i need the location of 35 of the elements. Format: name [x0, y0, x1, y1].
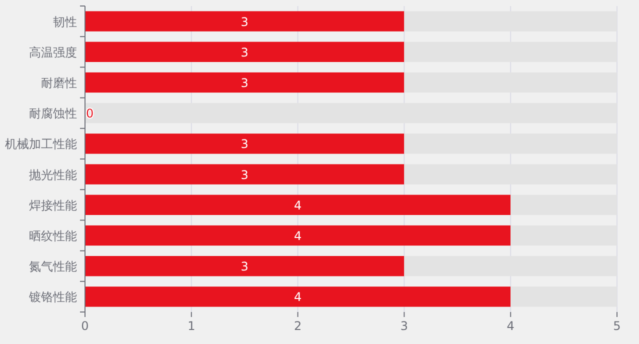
- y-tick-label: 氮气性能: [29, 260, 77, 274]
- data-label: 4: [294, 229, 302, 243]
- data-label: 3: [240, 76, 248, 90]
- x-tick-label: 5: [613, 319, 621, 333]
- bar: [85, 11, 404, 32]
- y-tick-label: 镀铬性能: [28, 290, 77, 304]
- bar: [85, 256, 404, 276]
- data-label: 3: [240, 168, 248, 182]
- y-tick-label: 耐腐蚀性: [29, 106, 77, 121]
- x-tick-label: 1: [188, 319, 196, 333]
- bar: [85, 225, 511, 246]
- bar: [85, 42, 404, 62]
- data-label: 4: [294, 198, 302, 212]
- bar: [85, 286, 511, 307]
- data-label: 3: [240, 260, 248, 274]
- bar: [85, 194, 511, 215]
- data-label: 3: [240, 137, 248, 152]
- x-tick-label: 2: [294, 319, 302, 333]
- y-tick-label: 耐磨性: [41, 76, 77, 90]
- bar: [85, 164, 404, 184]
- y-tick-label: 高温强度: [29, 45, 77, 60]
- data-label: 4: [294, 290, 302, 304]
- bar: [85, 134, 404, 154]
- x-tick-label: 0: [81, 319, 89, 333]
- y-tick-label: 韧性: [53, 14, 77, 29]
- x-tick-label: 4: [506, 319, 514, 333]
- y-tick-label: 晒纹性能: [29, 229, 77, 243]
- bar: [85, 72, 404, 93]
- annotation: 0: [86, 106, 94, 121]
- y-tick-label: 焊接性能: [29, 198, 77, 212]
- data-label: 3: [240, 45, 248, 60]
- y-tick-label: 机械加工性能: [5, 137, 77, 152]
- y-tick-label: 抛光性能: [29, 168, 77, 182]
- data-label: 3: [240, 14, 248, 29]
- x-tick-label: 3: [400, 319, 408, 333]
